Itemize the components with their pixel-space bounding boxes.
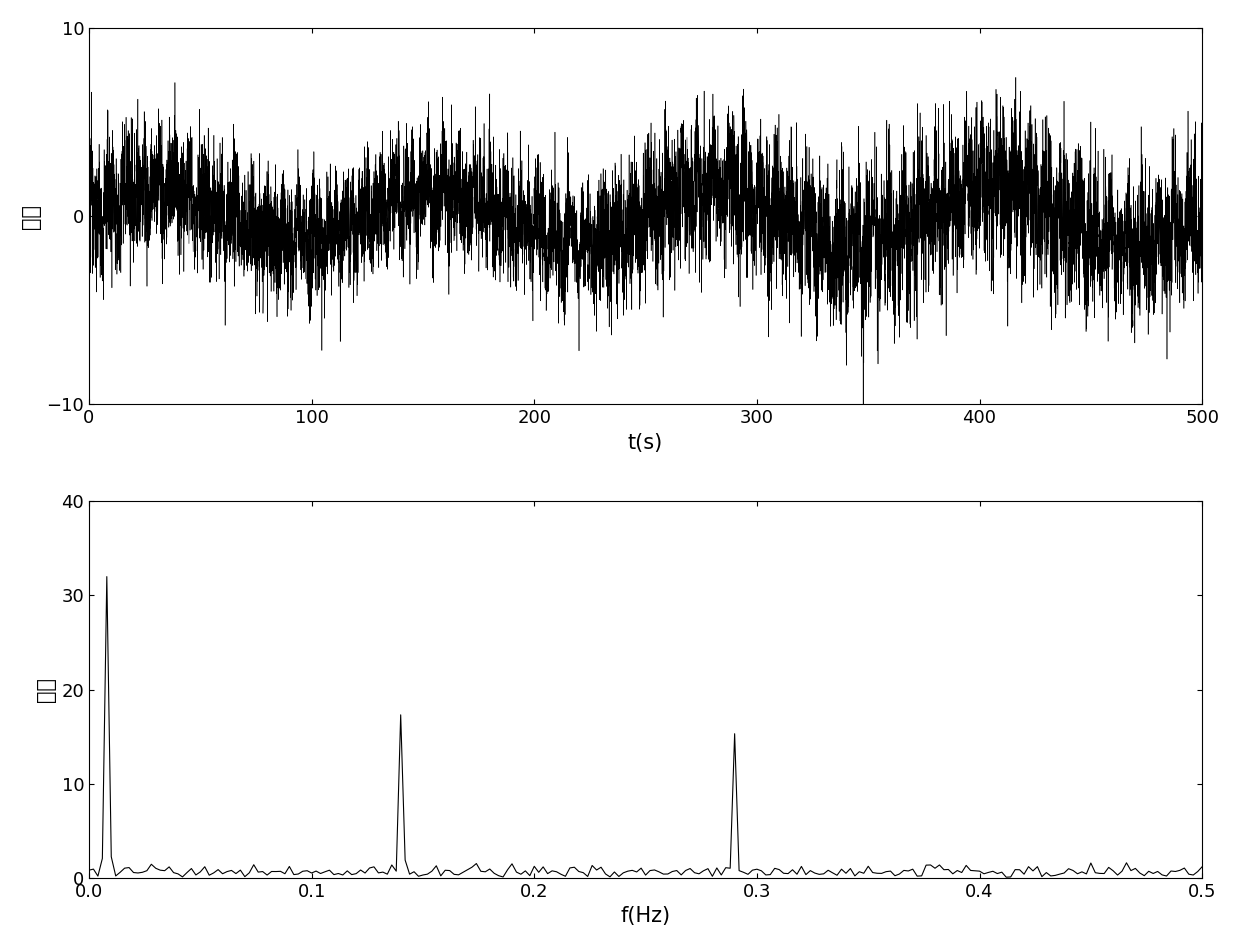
- X-axis label: t(s): t(s): [627, 433, 663, 453]
- Y-axis label: 幅値: 幅値: [36, 677, 56, 702]
- Y-axis label: 幅値: 幅値: [21, 204, 41, 228]
- X-axis label: f(Hz): f(Hz): [620, 906, 671, 926]
